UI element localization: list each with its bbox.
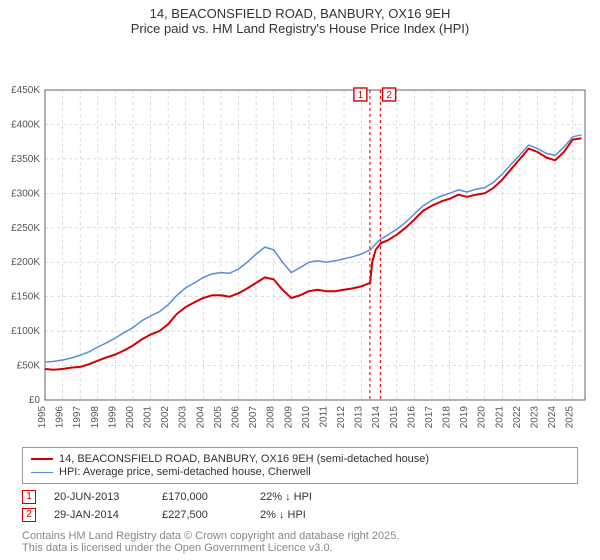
sale-hpi-diff: 22% ↓ HPI (260, 491, 350, 503)
svg-text:2001: 2001 (143, 406, 154, 429)
sale-marker-number: 1 (22, 490, 36, 504)
svg-text:2017: 2017 (424, 406, 435, 429)
svg-text:2015: 2015 (389, 406, 400, 429)
svg-text:2024: 2024 (547, 406, 558, 429)
svg-text:£150K: £150K (11, 292, 40, 303)
svg-text:2011: 2011 (318, 406, 329, 428)
chart-container: £0 £50K £100K £150K £200K £250K £300K £350K £400… (0, 38, 600, 441)
svg-text:2006: 2006 (230, 406, 241, 429)
svg-text:2005: 2005 (213, 406, 224, 429)
attribution-line-2: This data is licensed under the Open Gov… (22, 542, 578, 554)
svg-text:£200K: £200K (11, 257, 40, 268)
title-line-1: 14, BEACONSFIELD ROAD, BANBURY, OX16 9EH (10, 6, 590, 21)
svg-text:£0: £0 (29, 395, 41, 406)
svg-text:£350K: £350K (11, 154, 40, 165)
svg-text:£250K: £250K (11, 223, 40, 234)
svg-text:1: 1 (358, 90, 364, 101)
price-line-chart: £0 £50K £100K £150K £200K £250K £300K £350K £400… (0, 38, 600, 438)
legend-row-series-2: HPI: Average price, semi-detached house,… (31, 466, 569, 478)
svg-text:1997: 1997 (72, 406, 83, 429)
svg-text:2018: 2018 (442, 406, 453, 429)
svg-text:2016: 2016 (406, 406, 417, 429)
sale-price: £227,500 (162, 509, 242, 521)
svg-text:1996: 1996 (55, 406, 66, 429)
svg-text:1999: 1999 (107, 406, 118, 429)
svg-text:£100K: £100K (11, 326, 40, 337)
svg-text:2013: 2013 (354, 406, 365, 429)
svg-text:£450K: £450K (11, 85, 40, 96)
svg-text:2000: 2000 (125, 406, 136, 429)
svg-text:1995: 1995 (37, 406, 48, 429)
svg-text:2012: 2012 (336, 406, 347, 429)
svg-text:2007: 2007 (248, 406, 259, 429)
sale-hpi-diff: 2% ↓ HPI (260, 509, 350, 521)
svg-text:2019: 2019 (459, 406, 470, 429)
svg-text:2: 2 (386, 90, 392, 101)
title-line-2: Price paid vs. HM Land Registry's House … (10, 21, 590, 36)
chart-titles: 14, BEACONSFIELD ROAD, BANBURY, OX16 9EH… (0, 0, 600, 38)
svg-text:£400K: £400K (11, 119, 40, 130)
svg-text:2025: 2025 (565, 406, 576, 429)
legend-swatch-2 (31, 472, 53, 473)
attribution: Contains HM Land Registry data © Crown c… (22, 530, 578, 554)
svg-text:2020: 2020 (477, 406, 488, 429)
svg-text:2003: 2003 (178, 406, 189, 429)
legend-row-series-1: 14, BEACONSFIELD ROAD, BANBURY, OX16 9EH… (31, 453, 569, 465)
svg-text:1998: 1998 (90, 406, 101, 429)
svg-text:£50K: £50K (17, 361, 41, 372)
svg-text:2022: 2022 (512, 406, 523, 429)
sale-date: 29-JAN-2014 (54, 509, 144, 521)
svg-text:2004: 2004 (195, 406, 206, 429)
svg-text:2002: 2002 (160, 406, 171, 429)
sale-markers-list: 1 20-JUN-2013 £170,000 22% ↓ HPI 2 29-JAN-201… (22, 490, 578, 522)
svg-text:£300K: £300K (11, 188, 40, 199)
sale-row: 1 20-JUN-2013 £170,000 22% ↓ HPI (22, 490, 578, 504)
sale-marker-number: 2 (22, 508, 36, 522)
legend-label-1: 14, BEACONSFIELD ROAD, BANBURY, OX16 9EH… (59, 453, 429, 465)
svg-text:2021: 2021 (494, 406, 505, 429)
sale-price: £170,000 (162, 491, 242, 503)
svg-text:2023: 2023 (530, 406, 541, 429)
legend-label-2: HPI: Average price, semi-detached house,… (59, 466, 311, 478)
svg-text:2014: 2014 (371, 406, 382, 429)
svg-text:2010: 2010 (301, 406, 312, 429)
svg-text:2008: 2008 (266, 406, 277, 429)
legend-swatch-1 (31, 458, 53, 460)
attribution-line-1: Contains HM Land Registry data © Crown c… (22, 530, 578, 542)
sale-date: 20-JUN-2013 (54, 491, 144, 503)
sale-row: 2 29-JAN-2014 £227,500 2% ↓ HPI (22, 508, 578, 522)
svg-text:2009: 2009 (283, 406, 294, 429)
legend: 14, BEACONSFIELD ROAD, BANBURY, OX16 9EH… (22, 447, 578, 484)
